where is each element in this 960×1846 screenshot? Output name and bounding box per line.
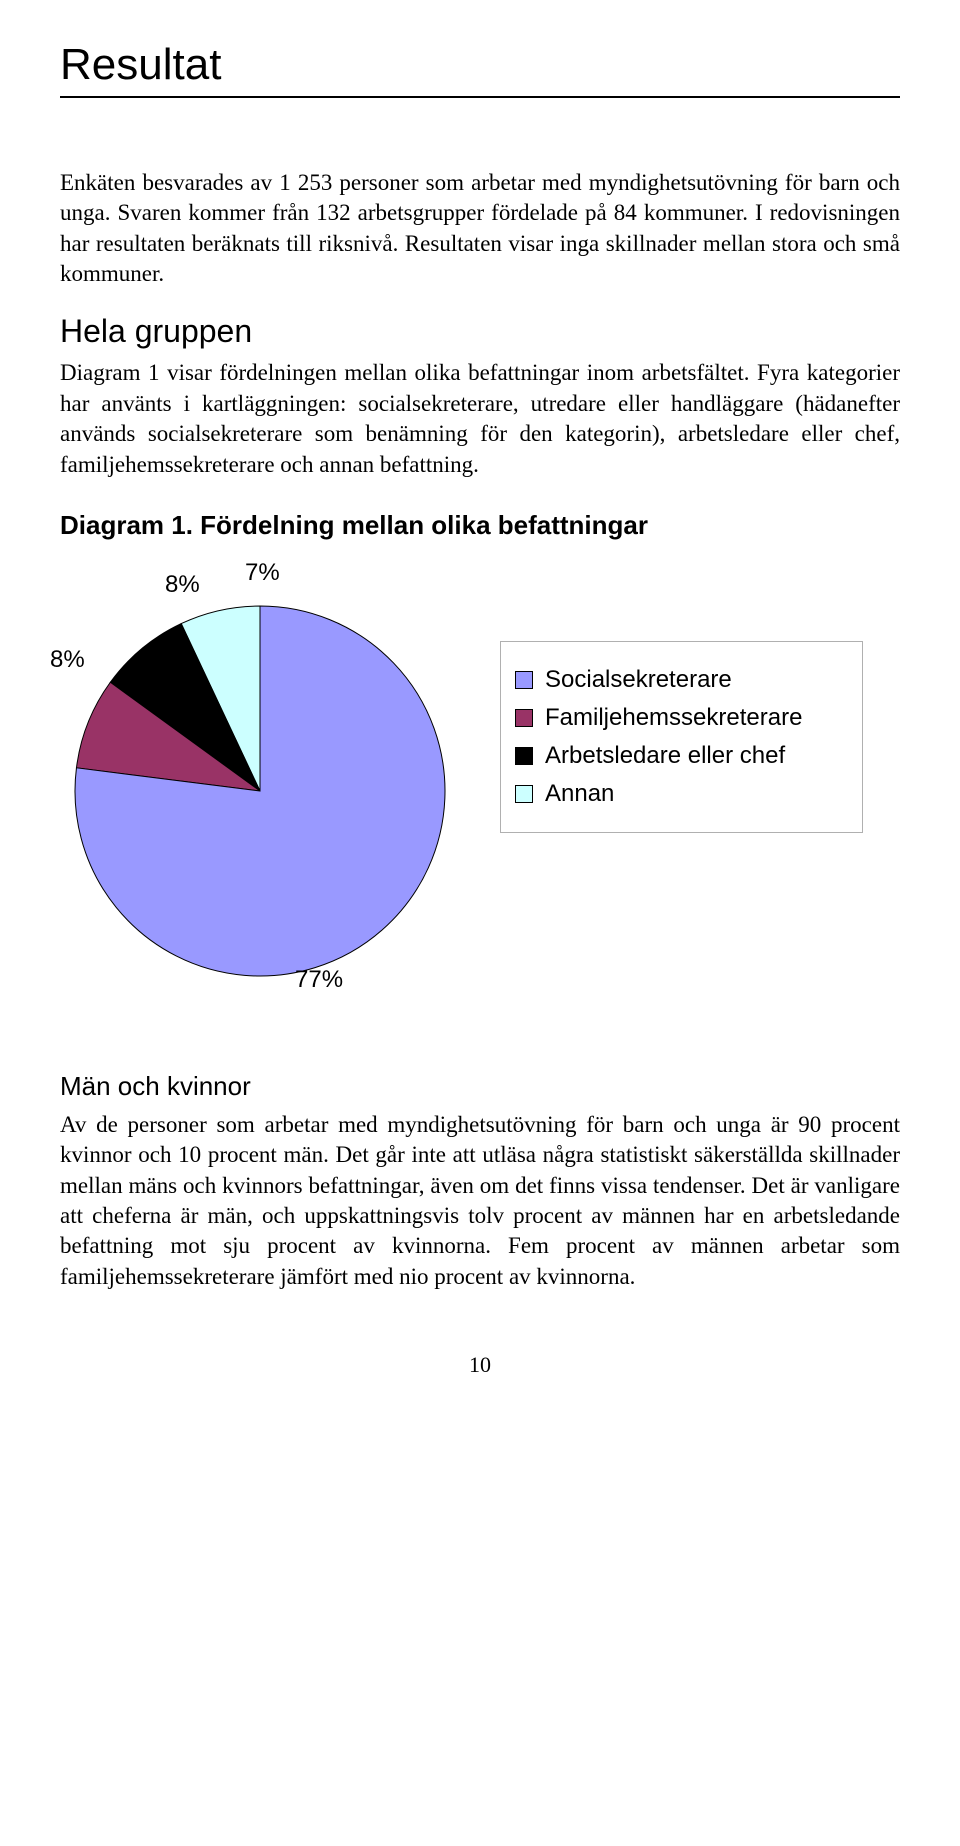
- pie-label-8a: 8%: [165, 571, 200, 599]
- legend-item: Annan: [515, 780, 802, 808]
- chart-legend: Socialsekreterare Familjehemssekreterare…: [500, 641, 863, 833]
- legend-label: Annan: [545, 780, 614, 808]
- pie-label-7: 7%: [245, 559, 280, 587]
- intro-paragraph: Enkäten besvarades av 1 253 personer som…: [60, 168, 900, 289]
- legend-label: Familjehemssekreterare: [545, 704, 802, 732]
- pie-label-8b: 8%: [50, 646, 85, 674]
- page-title: Resultat: [60, 40, 900, 98]
- legend-swatch: [515, 671, 533, 689]
- pie-label-77: 77%: [295, 966, 343, 994]
- legend-label: Socialsekreterare: [545, 666, 732, 694]
- pie-chart: [60, 591, 460, 996]
- legend-item: Arbetsledare eller chef: [515, 742, 802, 770]
- legend-swatch: [515, 747, 533, 765]
- chart-title: Diagram 1. Fördelning mellan olika befat…: [60, 510, 900, 541]
- legend-item: Socialsekreterare: [515, 666, 802, 694]
- page-number: 10: [60, 1352, 900, 1378]
- pie-chart-block: 8% 7% 8% 77% Socialsekreterare Familjehe…: [60, 571, 900, 1011]
- legend-swatch: [515, 785, 533, 803]
- section-heading-man-kvinnor: Män och kvinnor: [60, 1071, 900, 1102]
- legend-label: Arbetsledare eller chef: [545, 742, 785, 770]
- section-body-hela-gruppen: Diagram 1 visar fördelningen mellan olik…: [60, 358, 900, 479]
- section-heading-hela-gruppen: Hela gruppen: [60, 313, 900, 350]
- section-body-man-kvinnor: Av de personer som arbetar med myndighet…: [60, 1110, 900, 1292]
- legend-swatch: [515, 709, 533, 727]
- legend-item: Familjehemssekreterare: [515, 704, 802, 732]
